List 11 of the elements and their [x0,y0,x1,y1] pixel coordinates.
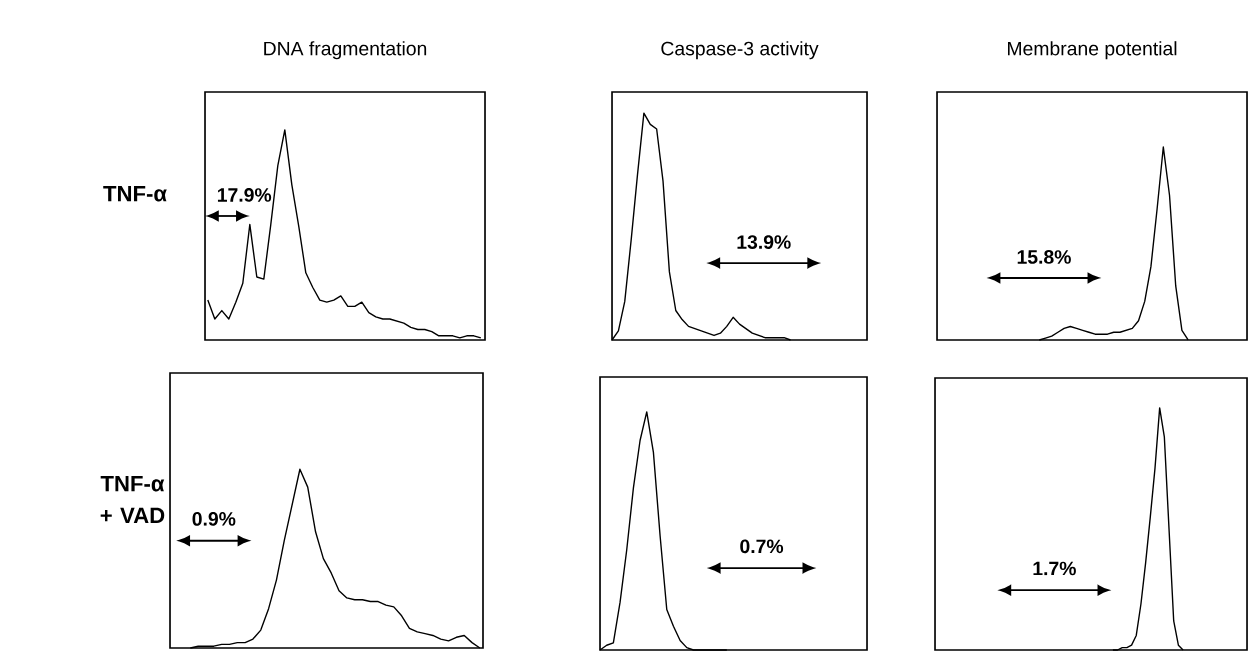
annotation: 17.9% [217,188,272,202]
annotation: 13.9% [737,235,791,249]
text: 0.7% [740,539,784,554]
chart-title: Membrane potential [1008,41,1177,60]
chart-title: DNA fragmentation [264,41,427,60]
y-axis-title: TNF-α [103,185,167,202]
annotation: 15.8% [1017,250,1071,264]
chart-title: Caspase-3 activity [661,41,819,60]
y-axis-title: TNF-α + VAD [100,475,165,524]
text: 1.7% [1033,561,1076,576]
annotation: 0.9% [192,512,236,526]
